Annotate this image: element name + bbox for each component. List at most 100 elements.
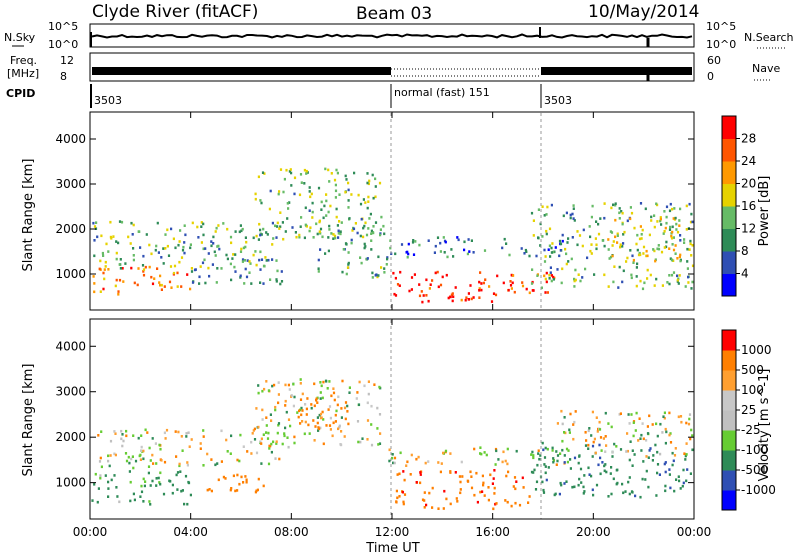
scatter-cell bbox=[259, 233, 262, 237]
scatter-cell bbox=[478, 289, 481, 292]
scatter-cell bbox=[419, 481, 422, 485]
scatter-cell bbox=[689, 242, 692, 246]
scatter-cell bbox=[563, 416, 566, 419]
scatter-cell bbox=[665, 240, 668, 244]
scatter-cell bbox=[531, 450, 534, 454]
scatter-cell bbox=[645, 249, 648, 253]
scatter-cell bbox=[392, 461, 395, 465]
scatter-cell bbox=[626, 432, 629, 435]
scatter-cell bbox=[503, 237, 506, 241]
scatter-cell bbox=[504, 499, 507, 502]
scatter-cell bbox=[413, 273, 416, 276]
scatter-cell bbox=[156, 267, 159, 270]
scatter-cell bbox=[578, 234, 582, 237]
scatter-cell bbox=[318, 230, 321, 233]
scatter-cell bbox=[614, 235, 617, 239]
scatter-cell bbox=[621, 211, 624, 215]
scatter-cell bbox=[648, 233, 651, 237]
scatter-cell bbox=[276, 431, 279, 435]
scatter-cell bbox=[252, 429, 255, 432]
scatter-cell bbox=[327, 408, 330, 411]
colorbar-swatch bbox=[722, 390, 736, 411]
scatter-cell bbox=[261, 389, 264, 393]
scatter-cell bbox=[284, 404, 287, 407]
scatter-cell bbox=[476, 500, 479, 504]
scatter-cell bbox=[296, 411, 299, 414]
scatter-cell bbox=[690, 428, 693, 432]
scatter-cell bbox=[344, 190, 347, 194]
scatter-cell bbox=[608, 257, 611, 260]
scatter-cell bbox=[451, 299, 454, 303]
scatter-cell bbox=[157, 476, 160, 480]
scatter-cell bbox=[635, 275, 638, 278]
scatter-cell bbox=[597, 222, 600, 226]
scatter-cell bbox=[298, 235, 301, 239]
scatter-cell bbox=[536, 274, 539, 277]
scatter-cell bbox=[121, 433, 124, 436]
scatter-cell bbox=[603, 464, 606, 468]
scatter-cell bbox=[338, 220, 341, 223]
scatter-cell bbox=[259, 281, 262, 284]
scatter-cell bbox=[285, 168, 288, 172]
scatter-cell bbox=[661, 431, 664, 434]
scatter-cell bbox=[427, 299, 430, 303]
scatter-cell bbox=[374, 195, 377, 199]
scatter-cell bbox=[253, 427, 256, 431]
scatter-cell bbox=[410, 288, 413, 291]
scatter-cell bbox=[616, 232, 619, 236]
scatter-cell bbox=[159, 471, 162, 475]
scatter-cell bbox=[377, 274, 380, 277]
scatter-cell bbox=[186, 502, 189, 506]
scatter-cell bbox=[115, 278, 118, 282]
scatter-cell bbox=[265, 231, 268, 234]
scatter-cell bbox=[573, 485, 576, 489]
nsky-strip: 10^5 10^0 10^5 10^0 N.Sky N.Search bbox=[4, 20, 794, 51]
scatter-cell bbox=[657, 244, 660, 247]
scatter-cell bbox=[619, 448, 623, 451]
scatter-cell bbox=[273, 383, 276, 387]
scatter-cell bbox=[393, 292, 396, 296]
scatter-cell bbox=[460, 298, 463, 302]
scatter-cell bbox=[96, 500, 99, 504]
scatter-cell bbox=[669, 202, 672, 206]
scatter-cell bbox=[433, 251, 436, 254]
scatter-cell bbox=[677, 277, 680, 281]
scatter-cell bbox=[530, 282, 534, 285]
scatter-cell bbox=[299, 173, 303, 176]
scatter-cell bbox=[686, 247, 689, 251]
scatter-cell bbox=[107, 495, 110, 498]
scatter-cell bbox=[109, 454, 112, 457]
scatter-cell bbox=[255, 263, 258, 267]
scatter-cell bbox=[128, 461, 131, 465]
scatter-cell bbox=[530, 211, 534, 215]
scatter-cell bbox=[364, 201, 367, 204]
scatter-cell bbox=[99, 474, 102, 477]
scatter-cell bbox=[672, 248, 676, 252]
scatter-cell bbox=[324, 379, 328, 383]
scatter-cell bbox=[380, 215, 383, 219]
scatter-cell bbox=[224, 477, 227, 480]
scatter-cell bbox=[347, 422, 350, 426]
scatter-cell bbox=[304, 206, 307, 210]
scatter-cell bbox=[478, 296, 481, 299]
scatter-cell bbox=[372, 225, 375, 228]
scatter-cell bbox=[559, 452, 562, 455]
scatter-cell bbox=[634, 429, 637, 432]
scatter-cell bbox=[265, 424, 268, 427]
scatter-cell bbox=[583, 490, 586, 493]
scatter-cell bbox=[504, 459, 507, 463]
scatter-cell bbox=[485, 453, 488, 457]
scatter-cell bbox=[583, 474, 586, 477]
scatter-cell bbox=[281, 442, 284, 446]
scatter-cell bbox=[340, 407, 343, 410]
scatter-cell bbox=[513, 290, 516, 294]
scatter-cell bbox=[443, 489, 446, 493]
scatter-cell bbox=[284, 383, 287, 387]
scatter-cell bbox=[107, 454, 110, 458]
scatter-cell bbox=[130, 457, 133, 461]
scatter-cell bbox=[199, 447, 202, 450]
y-tick-label: 4000 bbox=[55, 132, 86, 146]
scatter-cell bbox=[339, 232, 342, 236]
scatter-cell bbox=[294, 231, 297, 234]
scatter-cell bbox=[669, 225, 672, 229]
